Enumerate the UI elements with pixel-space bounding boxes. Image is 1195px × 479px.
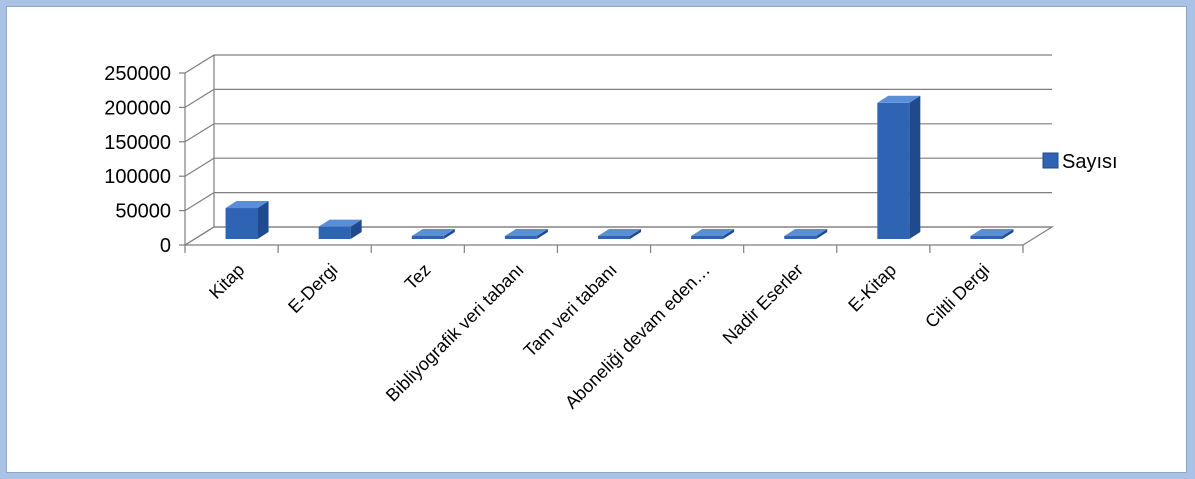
bar-9 [970,229,1014,239]
bar-top-face [877,95,921,103]
gridline [184,88,1052,108]
gridlines [184,54,1052,246]
gridline [184,123,1052,143]
legend-label: Sayısı [1062,151,1118,173]
bar-4 [504,229,548,239]
bar-side-face [909,95,921,239]
bar-side-face [443,229,455,239]
bar-3 [411,229,455,239]
legend-swatch [1042,152,1059,169]
gridline [184,192,1052,212]
bar-8 [877,95,921,239]
bar-front-face [970,236,1003,239]
bar-6 [691,229,735,239]
x-category-label: Tez [401,260,435,294]
x-category-label: E-Dergi [284,260,341,317]
bar-top-face [504,229,548,236]
gridline [184,226,1052,246]
bar-top-face [784,229,828,236]
x-category-label: Ciltli Dergi [921,260,993,332]
bar-front-face [318,226,351,239]
bar-top-face [970,229,1014,236]
x-axis-ticks [184,245,1024,253]
bar-1 [225,201,269,239]
y-tick-label: 150000 [104,132,171,154]
bar-top-face [318,219,362,227]
bar-side-face [630,229,641,239]
bar-top-face [411,229,455,236]
bar-front-face [411,236,444,239]
bar-side-face [723,229,735,239]
y-tick-label: 250000 [104,63,171,85]
x-category-label: Tam veri tabanı [520,260,621,361]
chart-frame: 250000 200000 150000 100000 50000 0 Kitap E-De… [6,6,1187,473]
bar-front-face [784,236,817,239]
y-tick-label: 0 [160,235,171,257]
gridline [184,157,1052,177]
bar-top-face [225,201,269,209]
bar-front-face [225,208,258,239]
x-category-label: E-Kitap [844,260,900,316]
bar-side-face [257,201,269,239]
y-axis-ticks: 250000 200000 150000 100000 50000 0 [104,63,185,257]
y-tick-label: 50000 [115,201,171,223]
x-category-label: Nadir Eserler [719,260,807,348]
y-tick-label: 100000 [104,166,171,188]
bar-top-face [691,229,735,236]
bar-side-face [350,219,362,239]
bar-front-face [598,236,630,239]
bar-side-face [816,229,828,239]
bar-side-face [1002,229,1014,239]
bar-7 [784,229,828,239]
bar-series [225,95,1014,239]
bar-front-face [504,236,537,239]
bar-5 [598,229,641,239]
bar-top-face [598,229,641,236]
gridline [184,54,1052,74]
column-chart: 250000 200000 150000 100000 50000 0 Kitap E-De… [104,54,1118,413]
y-tick-label: 200000 [104,97,171,119]
x-category-label: Kitap [205,260,248,303]
bar-front-face [691,236,724,239]
bar-2 [318,219,362,239]
bar-side-face [536,229,548,239]
chart-walls [182,55,1055,246]
legend: Sayısı [1042,151,1118,173]
bar-front-face [877,102,910,239]
